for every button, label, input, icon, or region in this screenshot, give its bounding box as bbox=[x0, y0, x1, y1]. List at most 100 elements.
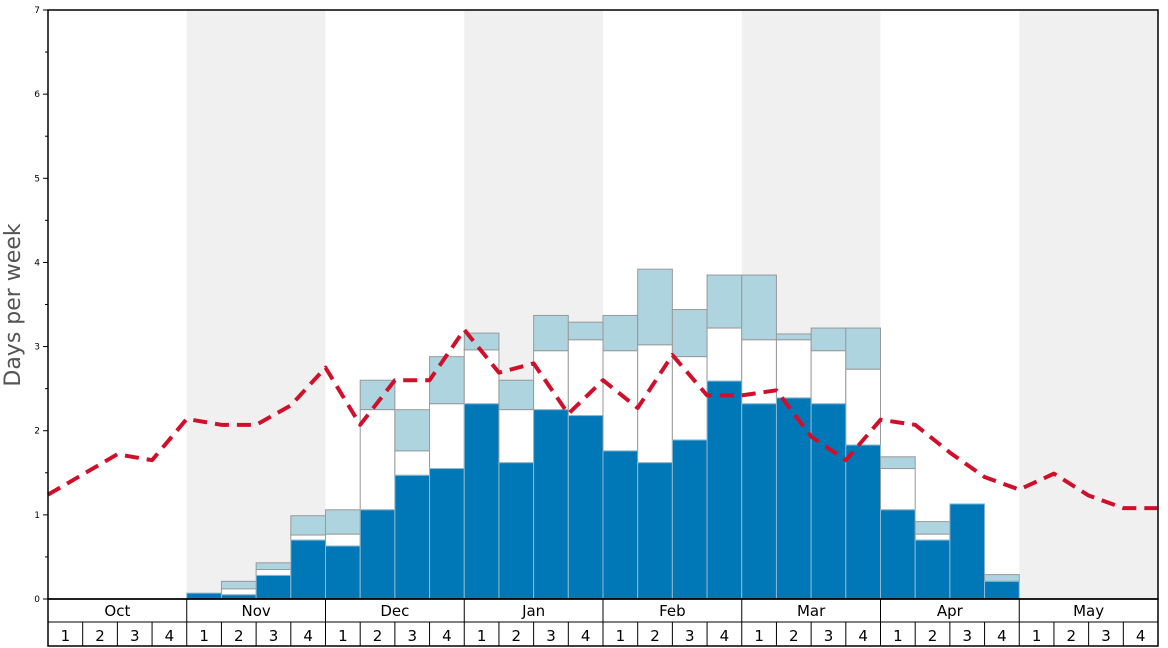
bar-middle bbox=[533, 350, 569, 411]
week-label: 3 bbox=[824, 627, 834, 645]
week-label: 3 bbox=[546, 627, 556, 645]
week-label: 3 bbox=[130, 627, 140, 645]
week-label: 3 bbox=[269, 627, 279, 645]
bar-upper bbox=[775, 333, 812, 341]
bar-upper bbox=[741, 274, 777, 341]
week-label: 1 bbox=[1032, 627, 1042, 645]
bar-upper bbox=[290, 515, 326, 536]
bar-upper bbox=[880, 456, 916, 470]
y-tick-label: 5 bbox=[34, 174, 40, 184]
week-label: 3 bbox=[407, 627, 417, 645]
month-label: Mar bbox=[797, 602, 826, 620]
bar-middle bbox=[810, 350, 847, 405]
week-label: 2 bbox=[512, 627, 522, 645]
week-label: 1 bbox=[199, 627, 209, 645]
bar-middle bbox=[498, 409, 535, 464]
bar-middle bbox=[567, 339, 604, 417]
y-tick-label: 6 bbox=[34, 90, 40, 100]
bar-lower bbox=[567, 415, 604, 600]
bar-middle bbox=[914, 533, 951, 541]
week-label: 1 bbox=[893, 627, 903, 645]
month-label: Apr bbox=[937, 602, 964, 620]
week-label: 4 bbox=[720, 627, 730, 645]
week-label: 2 bbox=[928, 627, 938, 645]
week-label: 4 bbox=[997, 627, 1007, 645]
bar-lower bbox=[602, 450, 639, 600]
week-label: 1 bbox=[754, 627, 764, 645]
month-label: Nov bbox=[241, 602, 270, 620]
y-tick-label: 4 bbox=[34, 258, 40, 268]
month-band bbox=[186, 10, 326, 599]
bar-lower bbox=[637, 462, 673, 600]
bar-middle bbox=[845, 368, 881, 446]
bar-middle bbox=[463, 349, 500, 405]
bar-lower bbox=[290, 539, 326, 600]
bar-lower bbox=[359, 509, 396, 600]
bar-upper bbox=[810, 327, 847, 352]
bar-lower bbox=[775, 397, 812, 600]
bar-lower bbox=[533, 409, 569, 600]
y-tick-label: 7 bbox=[34, 6, 40, 16]
bar-lower bbox=[671, 439, 708, 600]
week-label: 4 bbox=[442, 627, 452, 645]
bar-lower bbox=[255, 574, 292, 600]
bar-middle bbox=[880, 468, 916, 511]
bar-upper bbox=[220, 580, 257, 590]
bar-middle bbox=[706, 327, 743, 382]
week-label: 1 bbox=[616, 627, 626, 645]
bar-upper bbox=[255, 562, 292, 571]
bar-middle bbox=[637, 344, 673, 464]
y-tick-label: 2 bbox=[34, 427, 40, 437]
bar-upper bbox=[325, 509, 361, 535]
week-label: 2 bbox=[373, 627, 383, 645]
bar-lower bbox=[463, 403, 500, 600]
week-label: 4 bbox=[858, 627, 868, 645]
bar-lower bbox=[880, 509, 916, 600]
bar-upper bbox=[637, 268, 673, 346]
y-tick-label: 3 bbox=[34, 343, 40, 353]
week-label: 1 bbox=[338, 627, 348, 645]
week-label: 2 bbox=[650, 627, 660, 645]
bar-lower bbox=[984, 580, 1020, 600]
bar-middle bbox=[359, 409, 396, 511]
month-label: Jan bbox=[521, 602, 545, 620]
week-label: 4 bbox=[1136, 627, 1146, 645]
bar-lower bbox=[741, 403, 777, 600]
bar-middle bbox=[220, 588, 257, 596]
bar-middle bbox=[325, 533, 361, 547]
bar-upper bbox=[429, 356, 465, 405]
month-label: Feb bbox=[659, 602, 686, 620]
week-label: 4 bbox=[165, 627, 175, 645]
week-label: 2 bbox=[789, 627, 799, 645]
month-label: Oct bbox=[104, 602, 130, 620]
bar-upper bbox=[845, 327, 881, 370]
week-label: 3 bbox=[1101, 627, 1111, 645]
bar-lower bbox=[498, 462, 535, 600]
y-tick-label: 0 bbox=[34, 595, 40, 605]
week-label: 1 bbox=[61, 627, 71, 645]
bar-upper bbox=[984, 574, 1020, 582]
bar-middle bbox=[394, 450, 431, 476]
bar-middle bbox=[775, 339, 812, 399]
bar-upper bbox=[914, 521, 951, 535]
bar-lower bbox=[810, 403, 847, 600]
bar-upper bbox=[567, 321, 604, 341]
bar-upper bbox=[602, 314, 639, 352]
y-axis-label: Days per week bbox=[1, 223, 26, 386]
average-line bbox=[46, 327, 1158, 511]
month-band bbox=[1019, 10, 1158, 599]
bar-upper bbox=[706, 274, 743, 329]
bar-lower bbox=[186, 592, 222, 600]
y-tick-label: 1 bbox=[34, 511, 40, 521]
bar-middle bbox=[671, 356, 708, 441]
bar-upper bbox=[533, 314, 569, 352]
week-label: 2 bbox=[1067, 627, 1077, 645]
bar-lower bbox=[706, 380, 743, 600]
bar-middle bbox=[429, 403, 465, 470]
month-label: Dec bbox=[380, 602, 409, 620]
bar-upper bbox=[394, 409, 431, 452]
bar-middle bbox=[602, 350, 639, 452]
bar-lower bbox=[429, 468, 465, 600]
month-label: May bbox=[1073, 602, 1104, 620]
